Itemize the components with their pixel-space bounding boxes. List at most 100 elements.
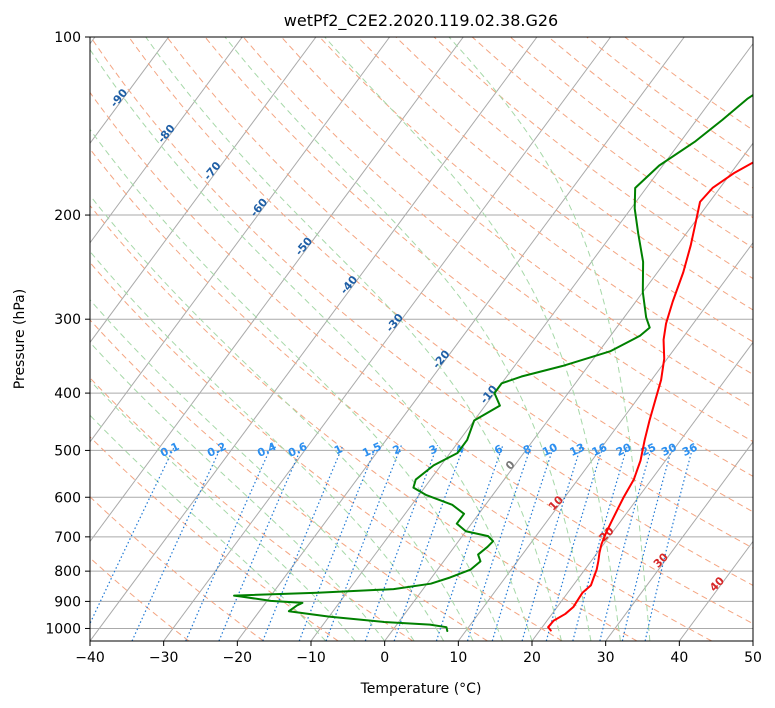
mixing-ratio-label: 0.6 xyxy=(286,440,309,460)
isotherm-line xyxy=(236,37,685,641)
mixing-ratio-line xyxy=(572,445,629,641)
moist-adiabat-line xyxy=(90,48,533,641)
x-tick-label: 0 xyxy=(380,650,389,666)
mixing-ratio-line xyxy=(393,445,465,641)
dry-adiabat-label: -40 xyxy=(338,273,361,297)
plot-frame xyxy=(89,36,754,642)
mixing-ratio-line xyxy=(185,444,273,641)
mixing-ratio-line xyxy=(644,445,694,641)
y-tick-label: 600 xyxy=(54,490,81,506)
x-tick-label: −20 xyxy=(223,650,253,666)
y-tick-label: 300 xyxy=(54,312,81,328)
isotherm-line xyxy=(90,37,391,443)
moist-adiabat-line xyxy=(448,37,651,641)
isotherm-line xyxy=(384,142,753,641)
moist-adiabat-line xyxy=(90,414,327,641)
mixing-ratio-line xyxy=(325,445,402,641)
dry-adiabat-line xyxy=(90,91,753,625)
moist-adiabat-line xyxy=(90,341,386,641)
mixing-ratio-line xyxy=(466,445,532,641)
mixing-ratio-line xyxy=(262,444,344,641)
dry-adiabat-line xyxy=(166,37,753,513)
isotherm-line xyxy=(678,540,753,641)
moist-adiabat-line xyxy=(90,379,356,641)
moist-adiabat-label: 20 xyxy=(597,524,617,544)
data-series xyxy=(233,93,753,633)
mixing-ratio-label: 2 xyxy=(391,442,403,457)
isotherm-line xyxy=(605,441,753,641)
moist-adiabat-line xyxy=(224,37,592,641)
mixing-ratio-line xyxy=(521,445,582,641)
x-tick-label: 50 xyxy=(744,650,762,666)
y-tick-label: 800 xyxy=(54,564,81,580)
isotherm-line xyxy=(90,37,170,145)
dry-adiabat-label: -10 xyxy=(478,383,501,407)
dry-adiabat-line xyxy=(90,377,414,641)
isotherm-line xyxy=(310,42,753,641)
background-lines xyxy=(90,37,753,641)
mixing-ratio-label: 1 xyxy=(332,442,344,457)
x-tick-label: −30 xyxy=(149,650,179,666)
y-tick-label: 200 xyxy=(54,208,81,224)
adiabat-labels: 0.1 0.2 0.4 0.6 1 1.5 2 3 4 6 8 10 13 16 20 25 30 36-100-… xyxy=(57,49,728,594)
moist-adiabat-line xyxy=(324,37,621,641)
dry-adiabat-label: -100 xyxy=(57,49,85,79)
dry-adiabat-label: -30 xyxy=(383,311,406,335)
moist-adiabat-label: 30 xyxy=(651,550,671,570)
mixing-ratio-line xyxy=(90,444,176,625)
isotherm-line xyxy=(752,640,753,641)
mixing-ratio-line xyxy=(621,445,674,641)
mixing-ratio-line xyxy=(491,445,555,641)
y-tick-label: 400 xyxy=(54,386,81,402)
chart-title: wetPf2_C2E2.2020.119.02.38.G26 xyxy=(284,11,558,31)
mixing-ratio-label: 10 xyxy=(540,441,560,459)
dry-adiabat-line xyxy=(624,37,753,131)
dry-adiabat-line xyxy=(510,37,753,219)
mixing-ratio-label: 30 xyxy=(659,441,679,459)
mixing-ratio-label: 0.4 xyxy=(255,440,278,460)
mixing-ratio-line xyxy=(218,444,304,641)
moist-adiabat-label: 10 xyxy=(546,493,566,513)
dry-adiabat-line xyxy=(90,496,264,641)
x-tick-label: 40 xyxy=(670,650,688,666)
dry-adiabat-line xyxy=(433,37,753,280)
y-tick-label: 1000 xyxy=(45,621,81,637)
mixing-ratio-label: 3 xyxy=(427,442,439,457)
dry-adiabat-label: -50 xyxy=(293,234,316,258)
dry-adiabat-line xyxy=(90,148,712,641)
x-axis-title: Temperature (°C) xyxy=(360,681,482,697)
dry-adiabat-line xyxy=(319,37,753,375)
moist-adiabat-label: 0 xyxy=(503,458,518,473)
dry-adiabat-line xyxy=(90,204,638,641)
dry-adiabat-line xyxy=(357,37,753,343)
y-axis-title: Pressure (hPa) xyxy=(12,289,28,389)
moist-adiabat-line xyxy=(90,128,503,641)
moist-adiabat-label: 40 xyxy=(707,574,727,594)
mixing-ratio-line xyxy=(599,445,653,641)
moist-adiabat-line xyxy=(145,37,562,641)
y-axis: 100 200 300 400 500 600 700 800 900 1000 xyxy=(45,30,90,637)
isotherm-line xyxy=(90,37,243,244)
y-tick-label: 500 xyxy=(54,443,81,459)
mixing-ratio-label: 13 xyxy=(568,441,587,459)
dry-adiabat-line xyxy=(90,37,753,586)
x-axis: −40 −30 −20 −10 0 10 20 30 40 50 xyxy=(75,641,762,666)
moist-adiabat-line xyxy=(90,299,415,641)
dry-adiabat-line xyxy=(548,37,753,189)
isotherm-line xyxy=(90,37,538,641)
dry-adiabat-line xyxy=(90,319,488,641)
temperature-profile-line xyxy=(547,161,753,632)
isotherm-line xyxy=(163,37,612,641)
dry-adiabat-line xyxy=(281,37,753,409)
mixing-ratio-label: 20 xyxy=(614,441,634,459)
mixing-ratio-label: 36 xyxy=(680,441,700,459)
mixing-ratio-label: 0.2 xyxy=(205,440,228,460)
dry-adiabat-line xyxy=(90,261,563,641)
moist-adiabat-line xyxy=(90,194,474,641)
mixing-ratio-label: 16 xyxy=(590,441,610,459)
mixing-ratio-label: 0.1 xyxy=(158,440,181,460)
isotherm-line xyxy=(90,37,464,543)
dry-adiabat-label: -90 xyxy=(108,86,131,110)
isotherm-line xyxy=(90,37,317,344)
